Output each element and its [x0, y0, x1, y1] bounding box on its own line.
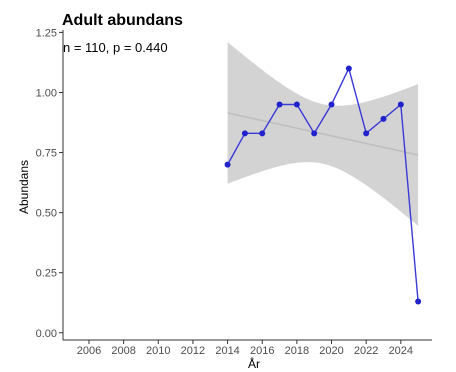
y-tick-label: 0.00 [36, 328, 57, 340]
y-axis-label: Abundans [17, 160, 31, 214]
data-point [328, 101, 335, 108]
x-tick-label: 2016 [250, 345, 274, 357]
data-point [397, 101, 404, 108]
data-point [293, 101, 300, 108]
y-tick-label: 0.25 [36, 268, 57, 280]
x-tick-label: 2010 [146, 345, 170, 357]
data-point [363, 130, 370, 137]
y-tick-label: 1.00 [36, 87, 57, 99]
x-axis-label: År [248, 356, 260, 371]
x-tick-label: 2020 [319, 345, 343, 357]
y-tick-label: 1.25 [36, 27, 57, 39]
x-tick-label: 2008 [111, 345, 135, 357]
x-tick-label: 2022 [354, 345, 378, 357]
data-point [224, 161, 231, 168]
x-tick-label: 2012 [181, 345, 205, 357]
trend-line-layer [227, 112, 419, 156]
chart-title: Adult abundans [62, 12, 183, 29]
trend-line [227, 112, 419, 156]
stats-annotation: n = 110, p = 0.440 [63, 40, 168, 55]
x-tick-label: 2006 [77, 345, 101, 357]
x-tick-label: 2024 [389, 345, 413, 357]
data-point [311, 130, 318, 137]
series-layer [224, 65, 422, 305]
data-point [415, 298, 422, 305]
data-point [380, 115, 387, 122]
data-point [259, 130, 266, 137]
data-point [345, 65, 352, 72]
data-point [241, 130, 248, 137]
x-tick-label: 2018 [285, 345, 309, 357]
data-point [276, 101, 283, 108]
y-tick-label: 0.75 [36, 148, 57, 160]
y-tick-label: 0.50 [36, 208, 57, 220]
x-tick-label: 2014 [215, 345, 239, 357]
axes-layer: 0.00 0.25 0.50 0.75 1.00 1.25 2006 2008 2010 2012… [36, 27, 432, 357]
